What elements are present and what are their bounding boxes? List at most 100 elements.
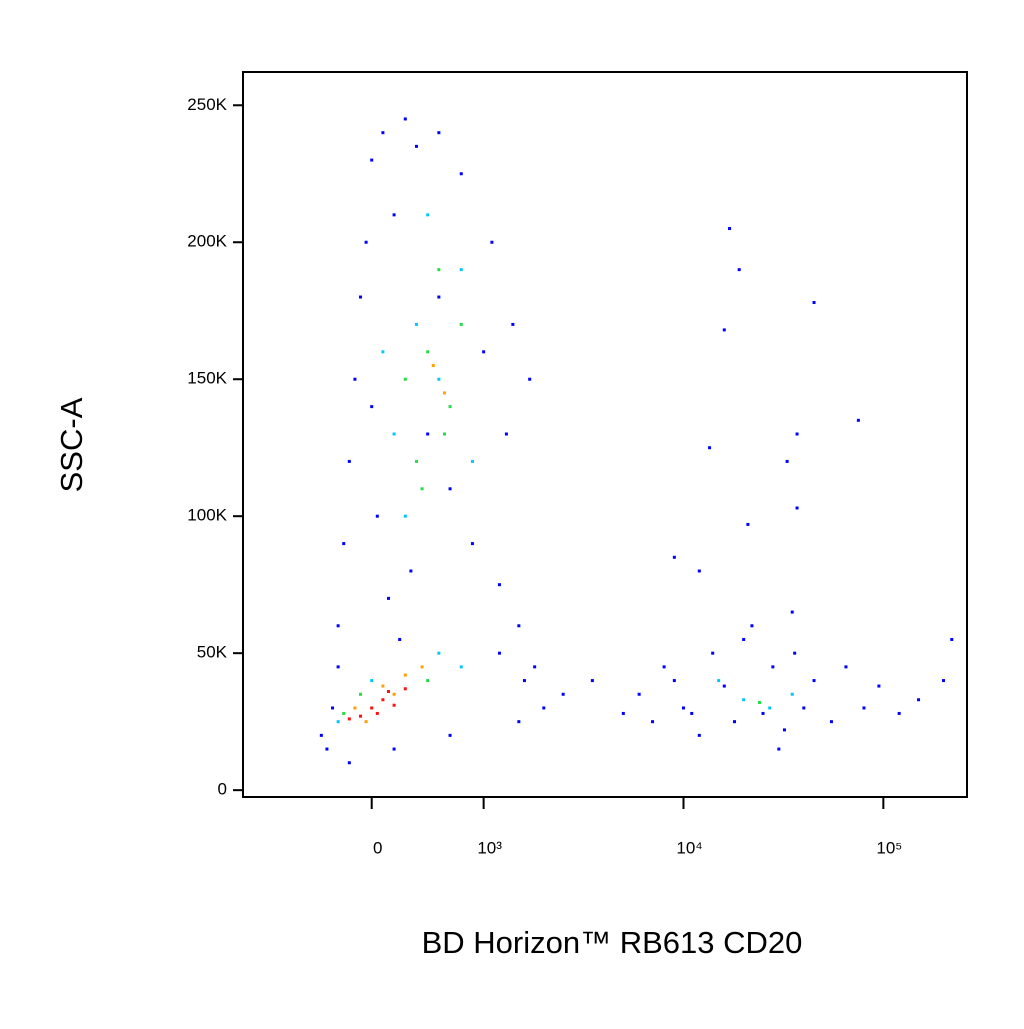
data-point xyxy=(690,711,694,715)
x-axis-label: BD Horizon™ RB613 CD20 xyxy=(422,925,803,960)
y-tick-label: 50K xyxy=(197,643,228,662)
data-point xyxy=(490,240,494,244)
data-point xyxy=(437,268,441,272)
data-point xyxy=(561,692,565,696)
data-point xyxy=(802,706,806,710)
data-point xyxy=(342,542,346,546)
data-point xyxy=(497,651,501,655)
data-point xyxy=(542,706,546,710)
data-point xyxy=(381,698,385,702)
data-point xyxy=(359,714,363,718)
data-point xyxy=(790,692,794,696)
data-point xyxy=(672,555,676,559)
data-point xyxy=(697,569,701,573)
data-point xyxy=(414,322,418,326)
data-point xyxy=(829,720,833,724)
data-point xyxy=(386,690,390,694)
y-tick-label: 0 xyxy=(218,780,227,799)
data-point xyxy=(353,706,357,710)
y-tick-label: 200K xyxy=(187,232,227,251)
data-point xyxy=(672,679,676,683)
data-point xyxy=(381,684,385,688)
data-point xyxy=(437,651,441,655)
data-point xyxy=(331,706,335,710)
data-point xyxy=(942,679,946,683)
data-point xyxy=(392,213,396,217)
data-point xyxy=(844,665,848,669)
data-point xyxy=(812,679,816,683)
x-tick-label: 10⁵ xyxy=(876,838,902,857)
data-point xyxy=(319,733,323,737)
x-tick-label: 10³ xyxy=(477,838,502,857)
data-point xyxy=(737,268,741,272)
data-point xyxy=(856,418,860,422)
data-point xyxy=(370,158,374,162)
data-point xyxy=(511,322,515,326)
data-point xyxy=(768,706,772,710)
data-point xyxy=(386,596,390,600)
data-point xyxy=(442,391,446,395)
data-point xyxy=(711,651,715,655)
data-point xyxy=(459,268,463,272)
data-point xyxy=(392,432,396,436)
data-point xyxy=(681,706,685,710)
data-point xyxy=(708,446,712,450)
data-point xyxy=(917,698,921,702)
data-point xyxy=(370,706,374,710)
data-point xyxy=(750,624,754,628)
data-point xyxy=(790,610,794,614)
x-tick-label: 10⁴ xyxy=(676,838,702,857)
data-point xyxy=(392,747,396,751)
data-point xyxy=(437,295,441,299)
data-point xyxy=(448,733,452,737)
data-point xyxy=(761,711,765,715)
data-point xyxy=(897,711,901,715)
data-point xyxy=(403,514,407,518)
data-point xyxy=(448,487,452,491)
data-point xyxy=(785,459,789,463)
data-point xyxy=(482,350,486,354)
plot-frame xyxy=(242,71,968,798)
data-point xyxy=(742,698,746,702)
data-point xyxy=(590,679,594,683)
data-point xyxy=(359,295,363,299)
y-axis-label: SSC-A xyxy=(54,397,89,492)
data-point xyxy=(403,117,407,121)
data-point xyxy=(722,684,726,688)
data-point xyxy=(347,761,351,765)
data-point xyxy=(353,377,357,381)
data-point xyxy=(359,692,363,696)
data-point xyxy=(437,131,441,135)
data-point xyxy=(795,506,799,510)
data-point xyxy=(409,569,413,573)
data-point xyxy=(771,665,775,669)
data-point xyxy=(777,747,781,751)
data-point xyxy=(497,583,501,587)
data-point xyxy=(662,665,666,669)
data-point xyxy=(426,679,430,683)
data-point xyxy=(420,487,424,491)
data-point xyxy=(437,377,441,381)
data-point xyxy=(336,665,340,669)
data-point xyxy=(793,651,797,655)
data-point xyxy=(347,717,351,721)
data-point xyxy=(522,679,526,683)
data-point xyxy=(448,405,452,409)
data-point xyxy=(651,720,655,724)
data-point xyxy=(504,432,508,436)
y-tick-label: 250K xyxy=(187,95,227,114)
data-point xyxy=(325,747,329,751)
data-point xyxy=(370,679,374,683)
data-point xyxy=(717,679,721,683)
data-point xyxy=(336,624,340,628)
data-point xyxy=(459,322,463,326)
data-point xyxy=(459,665,463,669)
data-point xyxy=(381,350,385,354)
data-point xyxy=(370,405,374,409)
data-point xyxy=(347,459,351,463)
data-point xyxy=(795,432,799,436)
data-point xyxy=(426,432,430,436)
data-point xyxy=(862,706,866,710)
data-point xyxy=(364,720,368,724)
data-point xyxy=(621,711,625,715)
